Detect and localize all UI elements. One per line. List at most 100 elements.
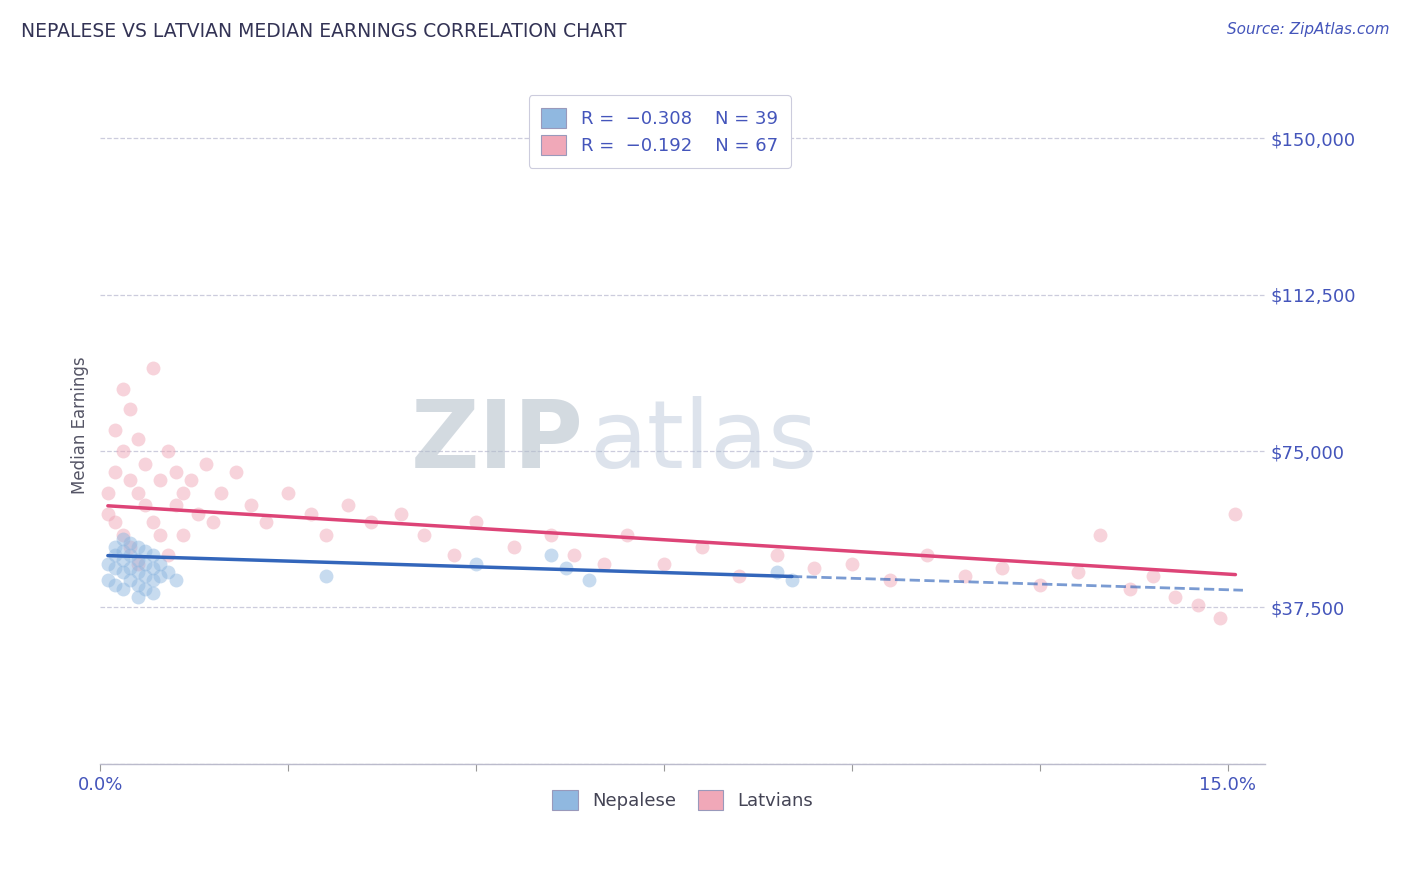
- Point: [360, 515, 382, 529]
- Point: [1119, 582, 1142, 596]
- Point: [104, 561, 127, 575]
- Point: [134, 499, 156, 513]
- Point: [1164, 590, 1187, 604]
- Point: [1088, 527, 1111, 541]
- Point: [120, 540, 142, 554]
- Point: [120, 402, 142, 417]
- Point: [465, 515, 488, 529]
- Point: [953, 569, 976, 583]
- Point: [1225, 507, 1247, 521]
- Point: [209, 486, 232, 500]
- Point: [187, 507, 209, 521]
- Point: [202, 515, 225, 529]
- Point: [540, 549, 562, 563]
- Point: [127, 590, 149, 604]
- Point: [134, 557, 156, 571]
- Point: [149, 569, 172, 583]
- Point: [1209, 611, 1232, 625]
- Point: [142, 561, 165, 575]
- Point: [134, 544, 156, 558]
- Point: [156, 549, 179, 563]
- Point: [120, 536, 142, 550]
- Point: [766, 549, 789, 563]
- Point: [111, 582, 134, 596]
- Text: NEPALESE VS LATVIAN MEDIAN EARNINGS CORRELATION CHART: NEPALESE VS LATVIAN MEDIAN EARNINGS CORR…: [21, 22, 627, 41]
- Text: Source: ZipAtlas.com: Source: ZipAtlas.com: [1226, 22, 1389, 37]
- Point: [127, 577, 149, 591]
- Point: [104, 465, 127, 479]
- Point: [111, 444, 134, 458]
- Point: [111, 532, 134, 546]
- Point: [127, 552, 149, 566]
- Point: [97, 486, 120, 500]
- Point: [142, 549, 165, 563]
- Point: [127, 557, 149, 571]
- Point: [1029, 577, 1052, 591]
- Point: [134, 569, 156, 583]
- Point: [277, 486, 299, 500]
- Point: [915, 549, 938, 563]
- Point: [841, 557, 863, 571]
- Point: [111, 552, 134, 566]
- Point: [555, 561, 578, 575]
- Point: [502, 540, 524, 554]
- Point: [104, 540, 127, 554]
- Point: [120, 561, 142, 575]
- Point: [315, 527, 337, 541]
- Point: [149, 557, 172, 571]
- Point: [165, 574, 187, 588]
- Point: [194, 457, 217, 471]
- Text: atlas: atlas: [589, 396, 818, 488]
- Point: [111, 382, 134, 396]
- Point: [111, 544, 134, 558]
- Point: [120, 574, 142, 588]
- Y-axis label: Median Earnings: Median Earnings: [72, 356, 89, 494]
- Point: [165, 499, 187, 513]
- Point: [97, 574, 120, 588]
- Point: [104, 577, 127, 591]
- Point: [142, 574, 165, 588]
- Point: [111, 527, 134, 541]
- Point: [104, 515, 127, 529]
- Point: [149, 473, 172, 487]
- Point: [127, 432, 149, 446]
- Point: [562, 549, 585, 563]
- Point: [728, 569, 751, 583]
- Text: ZIP: ZIP: [411, 396, 583, 488]
- Point: [578, 574, 600, 588]
- Point: [299, 507, 322, 521]
- Point: [616, 527, 638, 541]
- Point: [156, 444, 179, 458]
- Point: [111, 565, 134, 579]
- Point: [225, 465, 247, 479]
- Point: [104, 549, 127, 563]
- Point: [766, 565, 789, 579]
- Point: [97, 557, 120, 571]
- Point: [690, 540, 713, 554]
- Point: [172, 486, 194, 500]
- Point: [389, 507, 412, 521]
- Point: [134, 457, 156, 471]
- Point: [172, 527, 194, 541]
- Point: [1142, 569, 1164, 583]
- Point: [991, 561, 1014, 575]
- Point: [120, 473, 142, 487]
- Point: [149, 527, 172, 541]
- Point: [97, 507, 120, 521]
- Point: [142, 515, 165, 529]
- Point: [127, 565, 149, 579]
- Point: [803, 561, 825, 575]
- Point: [142, 586, 165, 600]
- Point: [104, 423, 127, 437]
- Point: [180, 473, 202, 487]
- Point: [127, 486, 149, 500]
- Point: [593, 557, 616, 571]
- Point: [780, 574, 803, 588]
- Point: [540, 527, 562, 541]
- Point: [142, 360, 165, 375]
- Point: [443, 549, 465, 563]
- Point: [165, 465, 187, 479]
- Point: [134, 582, 156, 596]
- Point: [652, 557, 675, 571]
- Point: [239, 499, 262, 513]
